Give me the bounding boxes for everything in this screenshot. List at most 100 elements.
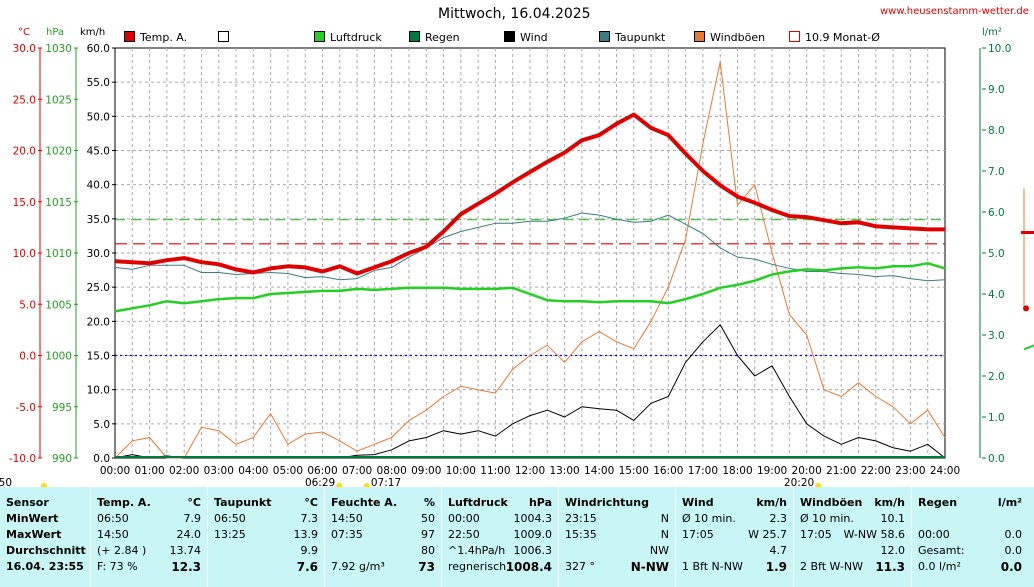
pressure-tick-label: 1015 [45,197,72,209]
hum-unit-cell: % [423,496,435,509]
wind-tick-label: 10.0 [87,385,110,397]
legend-pressure: Luftdruck [314,31,382,45]
hum-max-time: 07:35 [331,528,363,541]
temp-current: 12.3 [171,560,201,574]
weather-chart: 30.0 25.0 20.0 15.0 10.0 5.0 0.0 -5.0 -10.0 1030 1… [0,43,1034,487]
temp-avg: 13.74 [169,544,202,557]
x-tick-label: 19:00 [757,465,787,477]
legend-rain: Regen [409,31,460,45]
hum-current: 73 [418,560,435,574]
legend-wind: Wind [504,31,548,45]
rain-min: 0.0 [1004,528,1023,541]
series-temp-a- [114,112,945,276]
sun-marker [363,483,370,487]
temp-unit: °C [18,27,30,38]
hum-cur-note: 7.92 g/m³ [331,560,385,573]
gust-head: Windböen [800,496,863,509]
wind-tick-label: 50.0 [87,111,110,123]
press-max: 1009.0 [513,528,553,541]
row-label-current: 16.04. 23:55 [6,560,84,573]
x-tick-label: 07:00 [342,465,372,477]
temp-tick-label: 30.0 [13,43,36,55]
wind-tick-label: 60.0 [87,43,110,55]
x-tick-label: 23:00 [895,465,925,477]
dir-current: N-NW [630,560,669,574]
dew-current: 7.6 [296,560,318,574]
legend-month-avg: 10.9 Monat-Ø [789,31,880,45]
series-windb-en [114,61,946,459]
temp-tick-label: 10.0 [13,248,36,260]
rain-tick-label: 5.0 [988,248,1005,260]
col-gust: Windböen km/h Ø 10 min. 10.1 17:05 W-NW 58.… [794,487,911,587]
x-tick-label: 22:00 [861,465,891,477]
x-tick-label: 03:00 [204,465,234,477]
wind-current: 1.9 [765,560,787,574]
dir-head: Windrichtung [565,496,649,509]
pressure-tick-label: 1025 [45,94,72,106]
sun-event-label: 07:17 [371,477,401,487]
rain-tick-label: 6.0 [988,207,1005,219]
dew-head: Taupunkt [214,496,272,509]
row-label-avg: Durchschnitt [6,544,86,557]
row-label-min: MinWert [6,512,59,525]
site-link[interactable]: www.heusenstamm-wetter.de [880,6,1029,17]
col-wind: Wind km/h Ø 10 min. 2.3 17:05 W 25.7 4.7 1 … [676,487,793,587]
sun-marker [336,483,343,487]
col-humidity: Feuchte A.% 14:50 50 07:35 97 80 7.92 g/m³… [325,487,441,587]
legend-swatch [504,31,515,42]
wind-max-time: 17:05 [682,528,714,541]
temp-tick-label: 5.0 [19,299,36,311]
rain-unit-cell: l/m² [997,496,1022,509]
x-tick-label: 21:00 [826,465,856,477]
temp-min-time: 06:50 [97,512,129,525]
legend-gust: Windböen [694,31,765,45]
wind-min: 2.3 [769,512,788,525]
press-head: Luftdruck [448,496,508,509]
legend-swatch [694,31,705,42]
x-tick-label: 14:00 [584,465,614,477]
gust-unit-cell: km/h [874,496,905,509]
dew-min-time: 06:50 [214,512,246,525]
pressure-tick-label: 1005 [45,299,72,311]
wind-tick-label: 15.0 [87,351,110,363]
legend-dew: Taupunkt [599,31,665,45]
temp-tick-label: 25.0 [13,94,36,106]
x-tick-label: 11:00 [480,465,510,477]
wind-unit: km/h [80,27,106,38]
rain-unit: l/m² [982,27,1002,38]
gust-min: 10.1 [880,512,906,525]
x-tick-label: 02:00 [169,465,199,477]
rain-tick-label: 4.0 [988,289,1005,301]
x-tick-label: 18:00 [722,465,752,477]
wind-unit-cell: km/h [756,496,787,509]
dir-max-time: 15:35 [565,528,597,541]
wind-tick-label: 5.0 [93,419,110,431]
gust-avg: 12.0 [880,544,906,557]
temp-max: 24.0 [176,528,202,541]
rain-tick-label: 1.0 [988,412,1005,424]
wind-tick-label: 25.0 [87,282,110,294]
pressure-tick-label: 1010 [45,248,72,260]
pressure-tick-label: 1000 [45,351,72,363]
wind-min-time: Ø 10 min. [682,512,736,525]
rain-tick-label: 8.0 [988,125,1005,137]
wind-head: Wind [682,496,714,509]
legend-swatch [314,31,325,42]
rain-avg: 0.0 [1004,544,1023,557]
sun-marker [815,483,822,487]
pressure-tick-label: 990 [52,453,72,465]
temp-head: Temp. A. [97,496,151,509]
x-tick-label: 15:00 [619,465,649,477]
hum-max: 97 [421,528,435,541]
temp-unit-cell: °C [187,496,201,509]
wind-cur-note: 1 Bft N-NW [682,560,743,573]
dir-cur-note: 327 ° [565,560,595,573]
rain-current: 0.0 [1000,560,1022,574]
dew-unit-cell: °C [304,496,318,509]
x-tick-label: 00:00 [100,465,130,477]
legend-swatch [218,31,229,42]
hum-min-time: 14:50 [331,512,363,525]
press-current: 1008.4 [505,560,552,574]
rain-tick-label: 0.0 [988,453,1005,465]
x-tick-label: 12:00 [515,465,545,477]
